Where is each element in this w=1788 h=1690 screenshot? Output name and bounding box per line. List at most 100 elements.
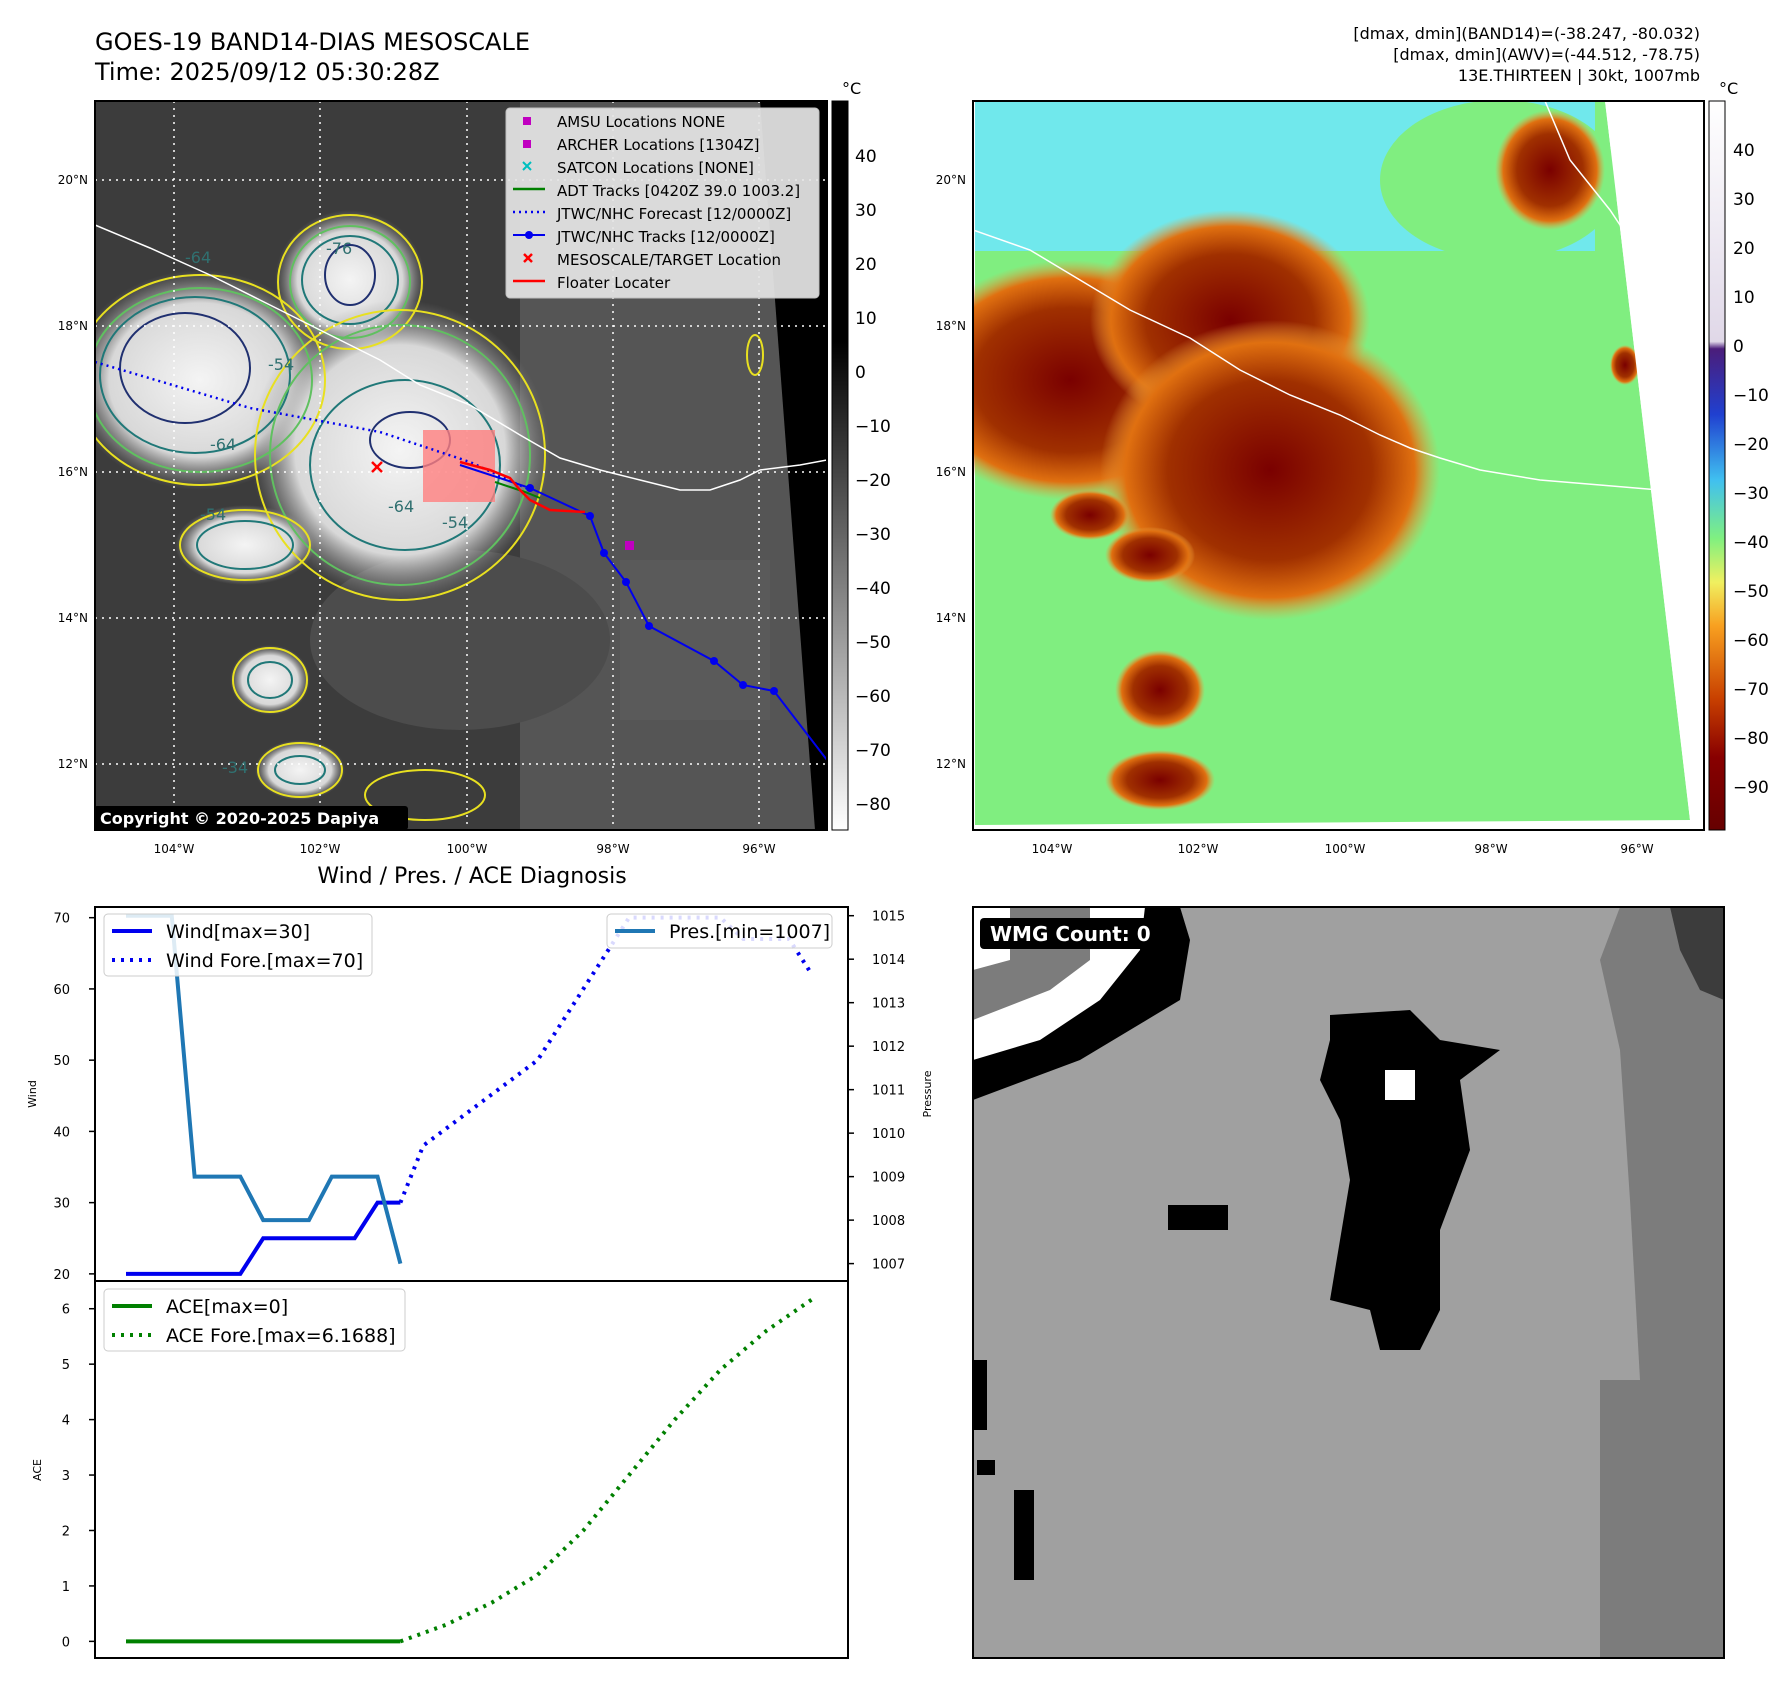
map-legend: AMSU Locations NONE ARCHER Locations [13… <box>505 107 820 299</box>
lat-label: 14°N <box>936 611 966 625</box>
wind-tick-label: 40 <box>53 1125 70 1140</box>
legend-item: ACE[max=0] <box>166 1296 288 1318</box>
pressure-tick-label: 1009 <box>872 1171 905 1186</box>
contour-label: -76 <box>326 239 352 258</box>
wind-tick-label: 50 <box>53 1054 70 1069</box>
lon-label: 100°W <box>447 842 488 856</box>
series-line-2 <box>126 913 403 1265</box>
wind-axis-label: Wind <box>26 1080 39 1108</box>
diagnosis-title: Wind / Pres. / ACE Diagnosis <box>317 864 626 889</box>
legend-item: AMSU Locations NONE <box>557 113 725 131</box>
awv-tick: −90 <box>1733 778 1769 798</box>
lon-label: 104°W <box>154 842 195 856</box>
ace-chart: ACE 0 1 2 3 4 5 6 ACE[max=0] ACE Fore.[max=6.1… <box>31 1280 849 1659</box>
legend-item: JTWC/NHC Tracks [12/0000Z] <box>556 228 775 246</box>
pressure-tick-label: 1014 <box>872 953 905 968</box>
awv-tick: 0 <box>1733 337 1744 357</box>
wind-pressure-chart: Wind Pressure 20 30 40 50 60 70 1007 1008 1009 1… <box>26 906 934 1283</box>
floater-locater <box>459 460 586 514</box>
mesoscale-target-box <box>423 430 495 502</box>
awv-tick: 30 <box>1733 190 1755 210</box>
figure-title: GOES-19 BAND14-DIAS MESOSCALE <box>95 28 530 56</box>
legend-item: SATCON Locations [NONE] <box>557 159 754 177</box>
lon-label: 102°W <box>1178 842 1219 856</box>
dmax-band14: [dmax, dmin](BAND14)=(-38.247, -80.032) <box>1353 24 1700 43</box>
legend-item: Wind[max=30] <box>166 921 310 943</box>
ir-map-panel: -64 -64 -54 -64 -54 -76 -54 -34 Copyrigh… <box>58 100 828 856</box>
copyright-text: Copyright © 2020-2025 Dapiya <box>100 809 379 828</box>
ir-tick: −20 <box>855 471 891 491</box>
legend-item: MESOSCALE/TARGET Location <box>557 251 781 269</box>
lon-label: 96°W <box>742 842 775 856</box>
awv-tick: 40 <box>1733 141 1755 161</box>
contour-label: -54 <box>442 513 468 532</box>
wind-tick-label: 60 <box>53 983 70 998</box>
ace-series-line-1 <box>399 1297 814 1644</box>
lat-label: 18°N <box>936 319 966 333</box>
legend-marker-target <box>523 253 533 263</box>
contour-label: -64 <box>185 248 211 267</box>
wind-tick-label: 30 <box>53 1197 70 1212</box>
pressure-tick-label: 1012 <box>872 1040 905 1055</box>
awv-tick: −70 <box>1733 680 1769 700</box>
lon-label: 98°W <box>596 842 629 856</box>
pressure-tick-label: 1011 <box>872 1084 905 1099</box>
awv-tick: −50 <box>1733 582 1769 602</box>
lat-label: 12°N <box>58 757 88 771</box>
contour-label: -64 <box>210 435 236 454</box>
legend-item: Floater Locater <box>557 274 671 292</box>
pressure-tick-label: 1010 <box>872 1127 905 1142</box>
ace-tick-label: 2 <box>62 1524 70 1539</box>
pressure-tick-label: 1008 <box>872 1214 905 1229</box>
ir-tick: 0 <box>855 363 866 383</box>
series-line-0 <box>126 1200 401 1276</box>
ace-axis-label: ACE <box>31 1459 44 1481</box>
ir-tick: −10 <box>855 417 891 437</box>
dmax-awv: [dmax, dmin](AWV)=(-44.512, -78.75) <box>1393 45 1700 64</box>
contour-label: -34 <box>222 758 248 777</box>
lon-label: 104°W <box>1032 842 1073 856</box>
lat-label: 14°N <box>58 611 88 625</box>
ir-tick: −40 <box>855 579 891 599</box>
wind-tick-label: 70 <box>53 912 70 927</box>
awv-tick: −80 <box>1733 729 1769 749</box>
legend-marker-archer <box>523 140 531 148</box>
archer-location-marker <box>625 541 634 550</box>
ace-tick-label: 4 <box>62 1414 70 1429</box>
contour-label: -54 <box>268 355 294 374</box>
pressure-tick-label: 1015 <box>872 910 905 925</box>
lat-label: 20°N <box>936 173 966 187</box>
ace-tick-label: 0 <box>62 1635 70 1650</box>
ace-tick-label: 3 <box>62 1469 70 1484</box>
figure-time: Time: 2025/09/12 05:30:28Z <box>94 58 440 86</box>
ir-tick: 30 <box>855 201 877 221</box>
lat-label: 16°N <box>936 465 966 479</box>
ir-tick: −30 <box>855 525 891 545</box>
awv-colorbar-unit: °C <box>1719 79 1738 98</box>
pressure-tick-label: 1007 <box>872 1258 905 1273</box>
lat-label: 20°N <box>58 173 88 187</box>
lat-label: 12°N <box>936 757 966 771</box>
legend-marker-satcon <box>522 161 532 171</box>
awv-tick: −10 <box>1733 386 1769 406</box>
storm-info: 13E.THIRTEEN | 30kt, 1007mb <box>1458 66 1700 85</box>
ir-tick: 20 <box>855 255 877 275</box>
wmg-count-label: WMG Count: 0 <box>990 922 1151 946</box>
legend-item: ACE Fore.[max=6.1688] <box>166 1325 396 1347</box>
awv-tick: 20 <box>1733 239 1755 259</box>
lat-label: 18°N <box>58 319 88 333</box>
legend-item: JTWC/NHC Forecast [12/0000Z] <box>556 205 791 223</box>
legend-marker-amsu <box>523 117 531 125</box>
jtwc-track <box>459 464 827 761</box>
awv-tick: −40 <box>1733 533 1769 553</box>
wind-legend: Wind[max=30] Wind Fore.[max=70] <box>103 913 373 977</box>
awv-tick: −20 <box>1733 435 1769 455</box>
ace-tick-label: 1 <box>62 1580 70 1595</box>
legend-item: ARCHER Locations [1304Z] <box>557 136 760 154</box>
legend-item: ADT Tracks [0420Z 39.0 1003.2] <box>557 182 800 200</box>
ir-tick: 10 <box>855 309 877 329</box>
ir-tick: −50 <box>855 633 891 653</box>
awv-tick: −60 <box>1733 631 1769 651</box>
lon-label: 98°W <box>1474 842 1507 856</box>
